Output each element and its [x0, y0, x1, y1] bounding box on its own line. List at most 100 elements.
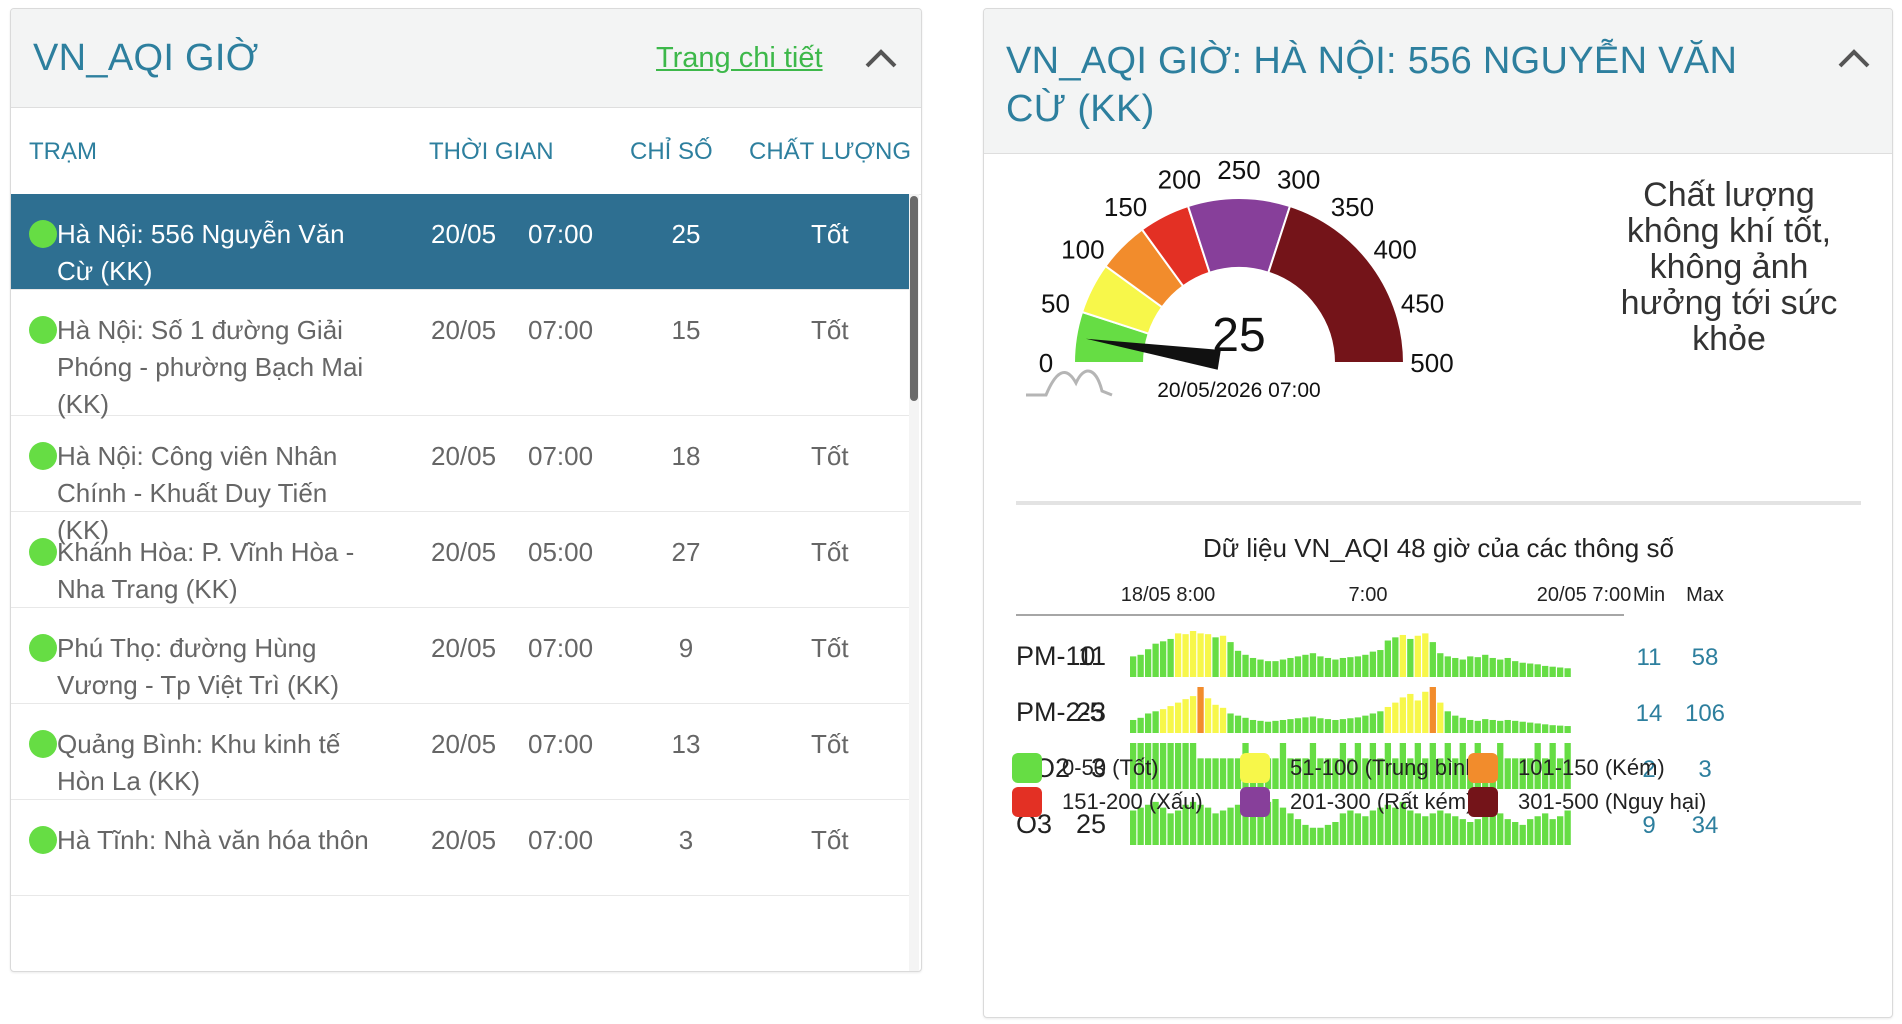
chart-bar[interactable] [1197, 804, 1204, 845]
chart-bar[interactable] [1182, 743, 1189, 789]
chart-bar[interactable] [1324, 758, 1332, 789]
chart-bar[interactable] [1354, 813, 1362, 845]
chart-bar[interactable] [1354, 743, 1362, 789]
chart-bar[interactable] [1197, 687, 1204, 733]
chart-bar[interactable] [1369, 743, 1377, 789]
chart-bar[interactable] [1482, 816, 1489, 845]
table-row[interactable]: Phú Thọ: đường Hùng Vương - Tp Việt Trì … [11, 608, 909, 704]
chart-bar[interactable] [1332, 659, 1339, 677]
chart-bar[interactable] [1302, 717, 1309, 733]
chart-bar[interactable] [1219, 707, 1227, 733]
chart-bar[interactable] [1422, 633, 1429, 677]
chart-bar[interactable] [1264, 661, 1272, 677]
chart-bar[interactable] [1392, 702, 1399, 733]
chart-bar[interactable] [1392, 807, 1399, 845]
chart-bar[interactable] [1467, 719, 1474, 733]
chart-bar[interactable] [1264, 721, 1272, 733]
chart-bar[interactable] [1152, 801, 1159, 845]
chart-bar[interactable] [1452, 657, 1459, 677]
chart-bar[interactable] [1294, 656, 1302, 677]
chart-bar[interactable] [1437, 653, 1444, 677]
chart-bar[interactable] [1249, 657, 1257, 677]
chart-bar[interactable] [1130, 743, 1137, 789]
chart-bar[interactable] [1189, 743, 1197, 789]
chart-bar[interactable] [1309, 743, 1317, 789]
chart-bar[interactable] [1489, 657, 1496, 677]
chart-bar[interactable] [1497, 743, 1504, 789]
column-header-time[interactable]: THỜI GIAN [429, 138, 554, 165]
chart-bar[interactable] [1422, 758, 1429, 789]
chart-bar[interactable] [1257, 720, 1264, 733]
chart-bar[interactable] [1272, 661, 1279, 677]
chart-bar[interactable] [1354, 656, 1362, 677]
chart-bar[interactable] [1332, 822, 1339, 845]
chart-bar[interactable] [1272, 799, 1279, 845]
chart-bar[interactable] [1399, 697, 1406, 733]
table-row[interactable]: Hà Tĩnh: Nhà văn hóa thôn 20/05 07:00 3 Tốt [11, 800, 909, 896]
chart-bar[interactable] [1429, 743, 1436, 789]
chart-bar[interactable] [1452, 816, 1459, 845]
chart-bar[interactable] [1557, 758, 1564, 789]
chart-bar[interactable] [1324, 657, 1332, 677]
chart-bar[interactable] [1144, 713, 1152, 733]
chart-bar[interactable] [1474, 819, 1481, 845]
chart-bar[interactable] [1444, 656, 1451, 677]
chart-bar[interactable] [1212, 704, 1219, 733]
chart-bar[interactable] [1212, 813, 1219, 845]
chart-bar[interactable] [1534, 664, 1541, 677]
chart-bar[interactable] [1130, 656, 1137, 677]
chart-bar[interactable] [1384, 640, 1392, 677]
chart-bar[interactable] [1189, 696, 1197, 733]
chart-bar[interactable] [1182, 804, 1189, 845]
chart-bar[interactable] [1174, 633, 1182, 677]
chart-bar[interactable] [1227, 642, 1234, 677]
chart-bar[interactable] [1512, 720, 1519, 733]
chart-bar[interactable] [1377, 758, 1384, 789]
chart-bar[interactable] [1347, 657, 1354, 677]
chart-bar[interactable] [1249, 719, 1257, 733]
chart-bar[interactable] [1534, 816, 1541, 845]
chart-bar[interactable] [1489, 719, 1496, 733]
chart-bar[interactable] [1482, 719, 1489, 733]
chart-bar[interactable] [1182, 699, 1189, 733]
chart-bar[interactable] [1279, 659, 1287, 677]
chart-bar[interactable] [1242, 717, 1249, 733]
chart-bar[interactable] [1377, 711, 1384, 733]
chart-bar[interactable] [1437, 702, 1444, 733]
chart-bar[interactable] [1564, 726, 1571, 733]
chart-bar[interactable] [1159, 709, 1167, 733]
chart-bar[interactable] [1422, 691, 1429, 733]
chart-bar[interactable] [1339, 657, 1347, 677]
chart-bar[interactable] [1369, 810, 1377, 846]
chart-bar[interactable] [1339, 813, 1347, 845]
chart-bar[interactable] [1272, 758, 1279, 789]
chart-bar[interactable] [1242, 654, 1249, 677]
chart-bar[interactable] [1317, 718, 1324, 733]
chart-bar[interactable] [1227, 807, 1234, 845]
table-row[interactable]: Hà Nội: 556 Nguyễn Văn Cừ (KK) 20/05 07:00… [11, 194, 909, 290]
chart-bar[interactable] [1302, 654, 1309, 677]
chart-bar[interactable] [1152, 643, 1159, 677]
chart-bar[interactable] [1317, 758, 1324, 789]
chart-bar[interactable] [1242, 807, 1249, 845]
chart-bar[interactable] [1504, 758, 1511, 789]
chart-bar[interactable] [1414, 743, 1421, 789]
chart-bar[interactable] [1234, 758, 1242, 789]
chart-bar[interactable] [1347, 718, 1354, 733]
chart-bar[interactable] [1407, 758, 1414, 789]
chart-bar[interactable] [1339, 743, 1347, 789]
scrollbar-thumb[interactable] [910, 196, 918, 401]
chart-bar[interactable] [1234, 804, 1242, 845]
chart-bar[interactable] [1130, 810, 1137, 846]
chart-bar[interactable] [1557, 816, 1564, 845]
chart-bar[interactable] [1302, 824, 1309, 845]
chart-bar[interactable] [1549, 666, 1556, 677]
chart-bar[interactable] [1452, 715, 1459, 733]
chart-bar[interactable] [1474, 720, 1481, 733]
chart-bar[interactable] [1362, 758, 1369, 789]
chart-bar[interactable] [1279, 743, 1287, 789]
chart-bar[interactable] [1452, 758, 1459, 789]
chart-bar[interactable] [1272, 720, 1279, 733]
chart-bar[interactable] [1227, 758, 1234, 789]
chart-bar[interactable] [1557, 667, 1564, 677]
